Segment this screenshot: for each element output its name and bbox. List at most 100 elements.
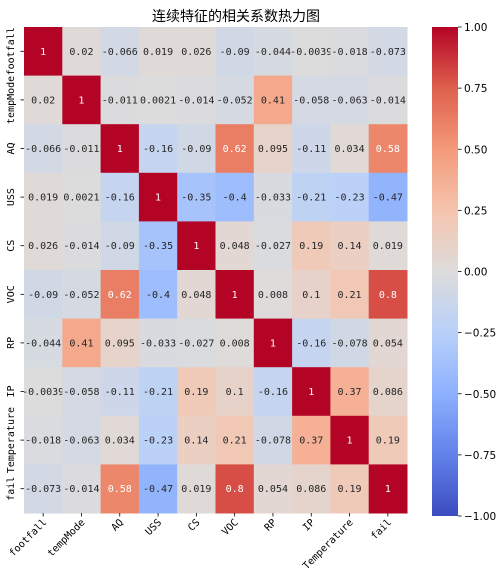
heatmap-cell [100, 221, 140, 271]
colorbar-gradient [432, 27, 458, 516]
colorbar-tick-label: 0.00 [464, 267, 487, 279]
heatmap-cell [62, 124, 102, 174]
heatmap-cell [100, 172, 140, 222]
heatmap-cell [330, 124, 370, 174]
cell-value-label: -0.014 [370, 95, 406, 106]
heatmap-cell [177, 172, 216, 222]
cell-value-label: -0.35 [143, 241, 173, 252]
heatmap-cell [368, 367, 408, 417]
cell-value-label: -0.0039 [290, 47, 332, 58]
heatmap-cell [292, 27, 331, 77]
heatmap-cell [62, 221, 102, 271]
cell-value-label: -0.011 [63, 144, 99, 155]
heatmap-cell [215, 124, 255, 174]
cell-value-label: -0.073 [370, 47, 406, 58]
cell-value-label: -0.21 [143, 387, 173, 398]
heatmap-cell [292, 318, 331, 368]
cell-value-label: -0.4 [146, 290, 170, 301]
heatmap-cell [330, 318, 370, 368]
x-tick-label: IP [301, 517, 317, 533]
heatmap-cell [292, 124, 331, 174]
cell-value-label: -0.078 [255, 436, 291, 447]
y-tick-label: fail [6, 477, 17, 501]
heatmap-cell [138, 27, 178, 77]
heatmap-cell [330, 367, 370, 417]
heatmap-cell [330, 172, 370, 222]
heatmap-cell [177, 318, 216, 368]
heatmap-cell [177, 367, 216, 417]
cell-value-label: 0.095 [258, 144, 288, 155]
heatmap-cell [215, 221, 255, 271]
heatmap-cell [292, 172, 331, 222]
cell-value-label: -0.11 [296, 144, 326, 155]
x-tick-label: RP [263, 517, 279, 533]
cell-value-label: 0.19 [299, 241, 323, 252]
cell-value-label: 0.02 [31, 95, 55, 106]
heatmap-cell [253, 27, 293, 77]
cell-value-label: -0.033 [255, 193, 291, 204]
heatmap-cell [253, 318, 293, 368]
cell-value-label: 0.019 [28, 193, 58, 204]
heatmap-cell [368, 270, 408, 320]
heatmap-cell [330, 464, 370, 514]
cell-value-label: 1 [232, 290, 238, 301]
cell-value-label: -0.09 [28, 290, 58, 301]
x-tick-label: fail [369, 517, 394, 542]
heatmap-cell [24, 27, 63, 77]
heatmap-cell [253, 75, 293, 125]
cell-value-label: 0.02 [69, 47, 93, 58]
cell-value-label: -0.23 [334, 193, 364, 204]
heatmap-cell [24, 75, 63, 125]
cell-value-label: 1 [117, 144, 123, 155]
cell-value-label: 0.048 [220, 241, 250, 252]
colorbar-tick-label: 0.50 [464, 144, 487, 156]
cell-value-label: 0.0021 [63, 193, 99, 204]
colorbar-tick-label: 0.25 [464, 205, 487, 217]
heatmap-cell [330, 27, 370, 77]
cell-value-label: -0.058 [293, 95, 329, 106]
heatmap-cell [368, 75, 408, 125]
heatmap-cell [24, 415, 63, 465]
cell-value-label: -0.073 [25, 484, 61, 495]
cell-value-label: 1 [40, 47, 46, 58]
heatmap-cell [292, 415, 331, 465]
cell-value-label: 0.62 [108, 290, 132, 301]
heatmap-cell [62, 27, 102, 77]
heatmap-cell [177, 270, 216, 320]
cell-value-label: 0.086 [373, 387, 403, 398]
heatmap-cell [138, 75, 178, 125]
heatmap-cell [215, 27, 255, 77]
cell-value-label: -0.078 [331, 338, 367, 349]
colorbar-tick-label: −0.25 [464, 328, 496, 340]
heatmap-cell [100, 415, 140, 465]
heatmap-cell [253, 221, 293, 271]
cell-value-label: -0.16 [143, 144, 173, 155]
heatmap-cell [292, 464, 331, 514]
cell-value-label: 1 [78, 95, 84, 106]
cell-value-label: -0.11 [105, 387, 135, 398]
cell-value-label: -0.09 [181, 144, 211, 155]
cell-value-label: 0.054 [258, 484, 288, 495]
cell-value-label: -0.4 [223, 193, 247, 204]
heatmap-cell [215, 367, 255, 417]
cell-value-label: -0.033 [140, 338, 176, 349]
cell-value-label: -0.014 [63, 241, 99, 252]
heatmap-cell [215, 75, 255, 125]
cell-value-label: 0.37 [299, 436, 323, 447]
heatmap-cell [62, 464, 102, 514]
heatmap-cell [330, 75, 370, 125]
y-tick-label: tempMode [6, 76, 17, 124]
heatmap-cell [24, 124, 63, 174]
cell-value-label: 0.034 [334, 144, 364, 155]
cell-value-label: -0.063 [331, 95, 367, 106]
heatmap-cell [368, 415, 408, 465]
cell-value-label: 0.1 [226, 387, 244, 398]
y-tick-label: RP [6, 337, 17, 349]
cell-value-label: 0.19 [376, 436, 400, 447]
heatmap-cell [368, 464, 408, 514]
heatmap-cell [138, 270, 178, 320]
y-tick-label: USS [6, 188, 17, 206]
heatmap-cell [368, 124, 408, 174]
x-tick-label: VOC [220, 517, 241, 538]
